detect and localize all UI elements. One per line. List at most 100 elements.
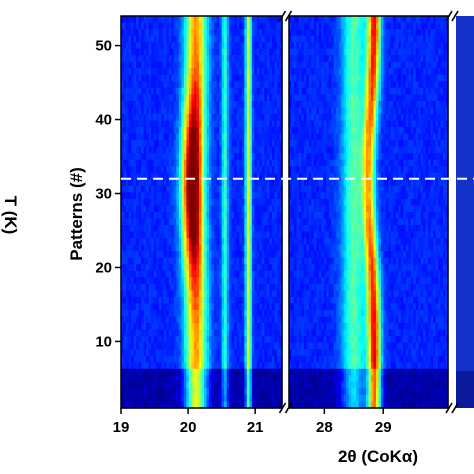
heatmap-cell xyxy=(306,42,310,50)
heatmap-cell xyxy=(216,225,220,233)
heatmap-cell xyxy=(201,29,205,37)
heatmap-cell xyxy=(231,94,235,102)
heatmap-cell xyxy=(143,22,147,30)
heatmap-cell xyxy=(266,375,271,383)
heatmap-cell xyxy=(146,179,150,187)
heatmap-cell xyxy=(168,336,172,344)
heatmap-cell xyxy=(193,81,198,89)
heatmap-cell xyxy=(408,94,412,102)
heatmap-cell xyxy=(405,22,409,30)
heatmap-cell xyxy=(351,87,355,95)
heatmap-cell xyxy=(156,218,160,226)
heatmap-cell xyxy=(178,68,182,76)
heatmap-cell xyxy=(163,368,167,376)
heatmap-cell xyxy=(196,133,200,141)
heatmap-cell xyxy=(244,205,248,213)
heatmap-cell xyxy=(181,257,185,265)
heatmap-cell xyxy=(423,120,427,128)
heatmap-cell xyxy=(306,81,310,89)
heatmap-cell xyxy=(370,120,375,128)
heatmap-cell xyxy=(271,81,276,89)
heatmap-cell xyxy=(351,61,355,69)
heatmap-cell xyxy=(231,16,235,24)
heatmap-cell xyxy=(209,22,213,30)
heatmap-cell xyxy=(341,94,345,102)
heatmap-cell xyxy=(176,225,180,233)
heatmap-cell xyxy=(196,329,200,337)
heatmap-cell xyxy=(231,323,235,331)
heatmap-cell xyxy=(211,349,215,357)
heatmap-cell xyxy=(156,244,160,252)
heatmap-cell xyxy=(209,225,213,233)
heatmap-cell xyxy=(241,342,245,350)
heatmap-cell xyxy=(236,277,240,285)
heatmap-cell xyxy=(388,107,392,115)
heatmap-cell xyxy=(266,329,271,337)
heatmap-cell xyxy=(168,16,172,24)
heatmap-cell xyxy=(211,42,215,50)
heatmap-cell xyxy=(216,192,220,200)
heatmap-cell xyxy=(206,127,210,135)
heatmap-cell xyxy=(153,172,157,180)
heatmap-cell xyxy=(291,29,295,37)
heatmap-cell xyxy=(298,16,303,24)
heatmap-cell xyxy=(239,355,243,363)
heatmap-cell xyxy=(433,107,437,115)
heatmap-cell xyxy=(153,401,157,409)
heatmap-cell xyxy=(196,349,200,357)
heatmap-cell xyxy=(151,283,155,291)
heatmap-cell xyxy=(276,388,281,396)
heatmap-cell xyxy=(445,100,449,109)
heatmap-cell xyxy=(193,198,198,207)
heatmap-cell xyxy=(440,107,444,115)
heatmap-cell xyxy=(171,68,175,76)
heatmap-cell xyxy=(256,16,260,24)
heatmap-cell xyxy=(428,16,432,24)
heatmap-cell xyxy=(279,114,283,122)
heatmap-cell xyxy=(146,264,150,272)
heatmap-cell xyxy=(410,74,414,82)
heatmap-cell xyxy=(206,81,210,89)
heatmap-cell xyxy=(343,100,347,109)
heatmap-cell xyxy=(443,87,447,95)
heatmap-cell xyxy=(188,381,193,389)
heatmap-cell xyxy=(151,100,155,109)
heatmap-cell xyxy=(138,290,142,298)
heatmap-cell xyxy=(198,394,203,403)
heatmap-cell xyxy=(173,42,177,50)
heatmap-cell xyxy=(231,179,235,187)
heatmap-cell xyxy=(141,42,145,50)
heatmap-cell xyxy=(168,55,172,63)
heatmap-cell xyxy=(254,283,258,291)
heatmap-cell xyxy=(269,146,273,154)
heatmap-cell xyxy=(405,94,409,102)
heatmap-cell xyxy=(156,310,160,318)
heatmap-cell xyxy=(166,120,170,128)
heatmap-cell xyxy=(171,218,175,226)
heatmap-cell xyxy=(239,277,243,285)
heatmap-cell xyxy=(311,55,315,63)
heatmap-cell xyxy=(221,244,225,252)
heatmap-cell xyxy=(259,401,263,409)
heatmap-cell xyxy=(219,133,223,141)
heatmap-cell xyxy=(395,16,399,24)
heatmap-cell xyxy=(221,159,225,167)
heatmap-cell xyxy=(181,159,185,167)
heatmap-cell xyxy=(378,29,382,37)
heatmap-cell xyxy=(156,303,160,311)
heatmap-cell xyxy=(209,336,213,344)
heatmap-cell xyxy=(293,94,298,102)
heatmap-cell xyxy=(186,251,190,259)
heatmap-cell xyxy=(259,55,263,63)
heatmap-cell xyxy=(168,401,172,409)
heatmap-cell xyxy=(188,342,193,350)
heatmap-cell xyxy=(141,251,145,259)
heatmap-cell xyxy=(425,48,429,56)
heatmap-cell xyxy=(151,192,155,200)
heatmap-cell xyxy=(204,107,208,115)
heatmap-cell xyxy=(181,251,185,259)
heatmap-cell xyxy=(161,349,165,357)
heatmap-cell xyxy=(229,394,233,403)
heatmap-cell xyxy=(239,283,243,291)
heatmap-cell xyxy=(219,179,223,187)
